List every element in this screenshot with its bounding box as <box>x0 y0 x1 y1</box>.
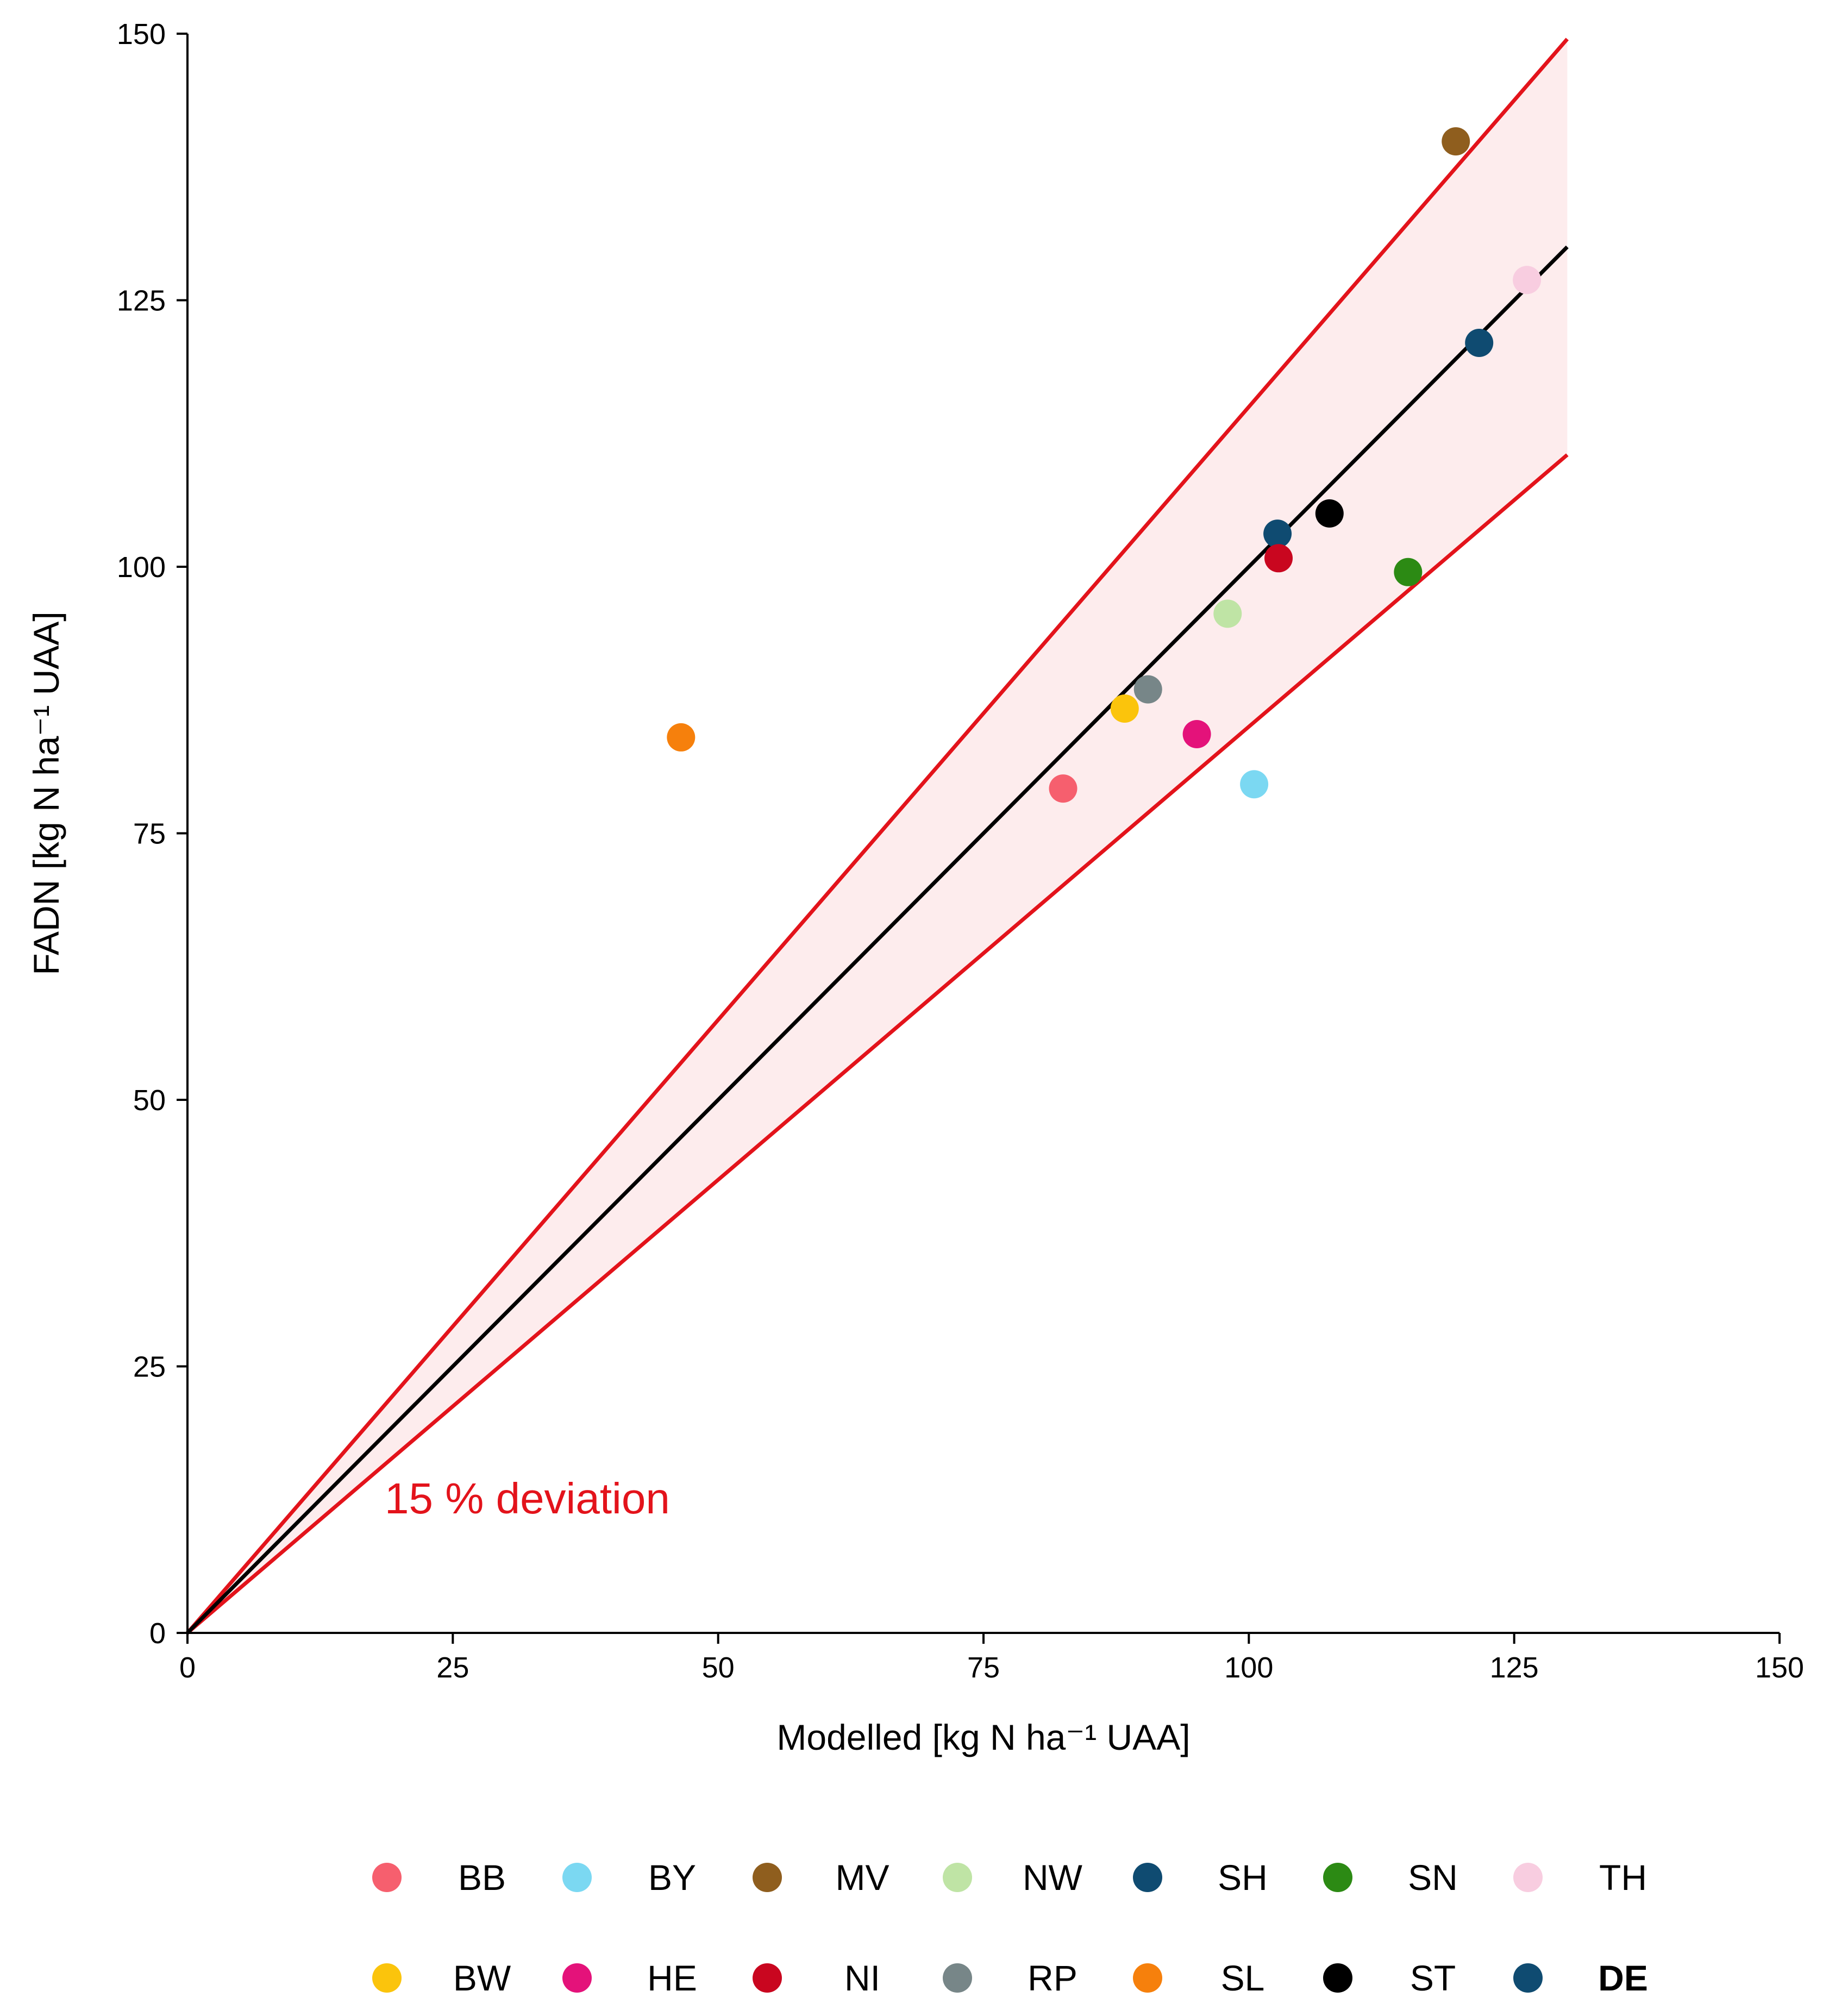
upper-deviation-line <box>186 37 1569 1635</box>
legend-marker-by <box>562 1863 592 1892</box>
x-tick-label: 0 <box>179 1651 196 1684</box>
point-by <box>1240 770 1269 799</box>
y-tick-label: 150 <box>117 18 166 51</box>
y-axis-title: FADN [kg N ha⁻¹ UAA] <box>26 611 66 975</box>
legend-label-bw: BW <box>453 1958 511 1998</box>
data-points <box>667 127 1542 803</box>
legend-marker-he <box>562 1963 592 1993</box>
x-axis-title: Modelled [kg N ha⁻¹ UAA] <box>776 1717 1190 1757</box>
reference-1to1-line <box>186 245 1569 1635</box>
point-bw <box>1110 694 1139 723</box>
axes: 0 25 50 75 100 125 150 0 25 50 75 100 125 150 <box>117 18 1804 1684</box>
lower-deviation-line <box>186 453 1569 1635</box>
point-ni <box>1264 544 1293 573</box>
legend-marker-mv <box>753 1863 782 1892</box>
legend-marker-rp <box>943 1963 972 1993</box>
point-rp <box>1133 675 1162 704</box>
x-tick-label: 50 <box>702 1651 735 1684</box>
legend-marker-bw <box>372 1963 402 1993</box>
legend-label-nw: NW <box>1023 1857 1083 1898</box>
y-tick-label: 100 <box>117 551 166 584</box>
legend-marker-ni <box>753 1963 782 1993</box>
point-mv <box>1442 127 1470 156</box>
y-tick-label: 50 <box>133 1084 166 1117</box>
legend-label-he: HE <box>647 1958 697 1998</box>
legend-marker-th <box>1513 1863 1543 1892</box>
legend-label-de: DE <box>1598 1958 1648 1998</box>
point-st <box>1315 499 1344 528</box>
point-th <box>1513 266 1542 295</box>
legend-label-sl: SL <box>1221 1958 1265 1998</box>
legend-label-sn: SN <box>1408 1857 1458 1898</box>
x-tick-label: 125 <box>1490 1651 1539 1684</box>
point-de <box>1465 328 1494 357</box>
y-tick-label: 75 <box>133 818 166 850</box>
legend-marker-st <box>1323 1963 1352 1993</box>
legend-label-rp: RP <box>1028 1958 1077 1998</box>
legend-marker-bb <box>372 1863 402 1892</box>
legend: BB BY MV NW SH SN TH BW HE NI RP SL ST DE <box>372 1857 1648 1998</box>
legend-marker-sh <box>1133 1863 1162 1892</box>
legend-label-st: ST <box>1410 1958 1456 1998</box>
legend-label-bb: BB <box>458 1857 506 1898</box>
y-tick-label: 0 <box>149 1617 166 1650</box>
x-tick-label: 25 <box>436 1651 469 1684</box>
legend-marker-de <box>1513 1963 1543 1993</box>
legend-label-th: TH <box>1599 1857 1647 1898</box>
legend-label-mv: MV <box>836 1857 889 1898</box>
point-nw <box>1213 599 1242 628</box>
x-tick-label: 150 <box>1755 1651 1804 1684</box>
y-tick-label: 25 <box>133 1351 166 1383</box>
legend-label-sh: SH <box>1218 1857 1268 1898</box>
deviation-annotation: 15 % deviation <box>385 1474 670 1523</box>
point-sn <box>1394 558 1423 586</box>
point-he <box>1182 720 1211 749</box>
point-bb <box>1049 774 1077 803</box>
point-sl <box>667 723 696 752</box>
legend-marker-sl <box>1133 1963 1162 1993</box>
legend-label-ni: NI <box>844 1958 880 1998</box>
x-tick-label: 75 <box>967 1651 1000 1684</box>
legend-marker-sn <box>1323 1863 1352 1892</box>
point-sh <box>1263 519 1292 548</box>
legend-marker-nw <box>943 1863 972 1892</box>
x-tick-label: 100 <box>1224 1651 1273 1684</box>
y-tick-label: 125 <box>117 285 166 317</box>
deviation-band <box>186 37 1569 1635</box>
legend-label-by: BY <box>648 1857 696 1898</box>
